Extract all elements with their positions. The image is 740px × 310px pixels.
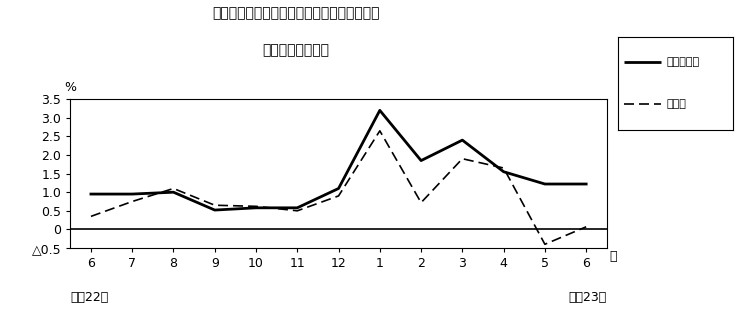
Text: （規模５人以上）: （規模５人以上） [263,43,329,57]
Text: 第３図　常用雇用指数　対前年同月比の推移: 第３図 常用雇用指数 対前年同月比の推移 [212,6,380,20]
Text: 製造業: 製造業 [666,99,686,109]
Text: 調査産業計: 調査産業計 [666,57,699,67]
Text: 平成22年: 平成22年 [70,291,109,304]
Text: %: % [64,81,76,94]
Text: 月: 月 [609,250,616,263]
Text: 平成23年: 平成23年 [568,291,607,304]
